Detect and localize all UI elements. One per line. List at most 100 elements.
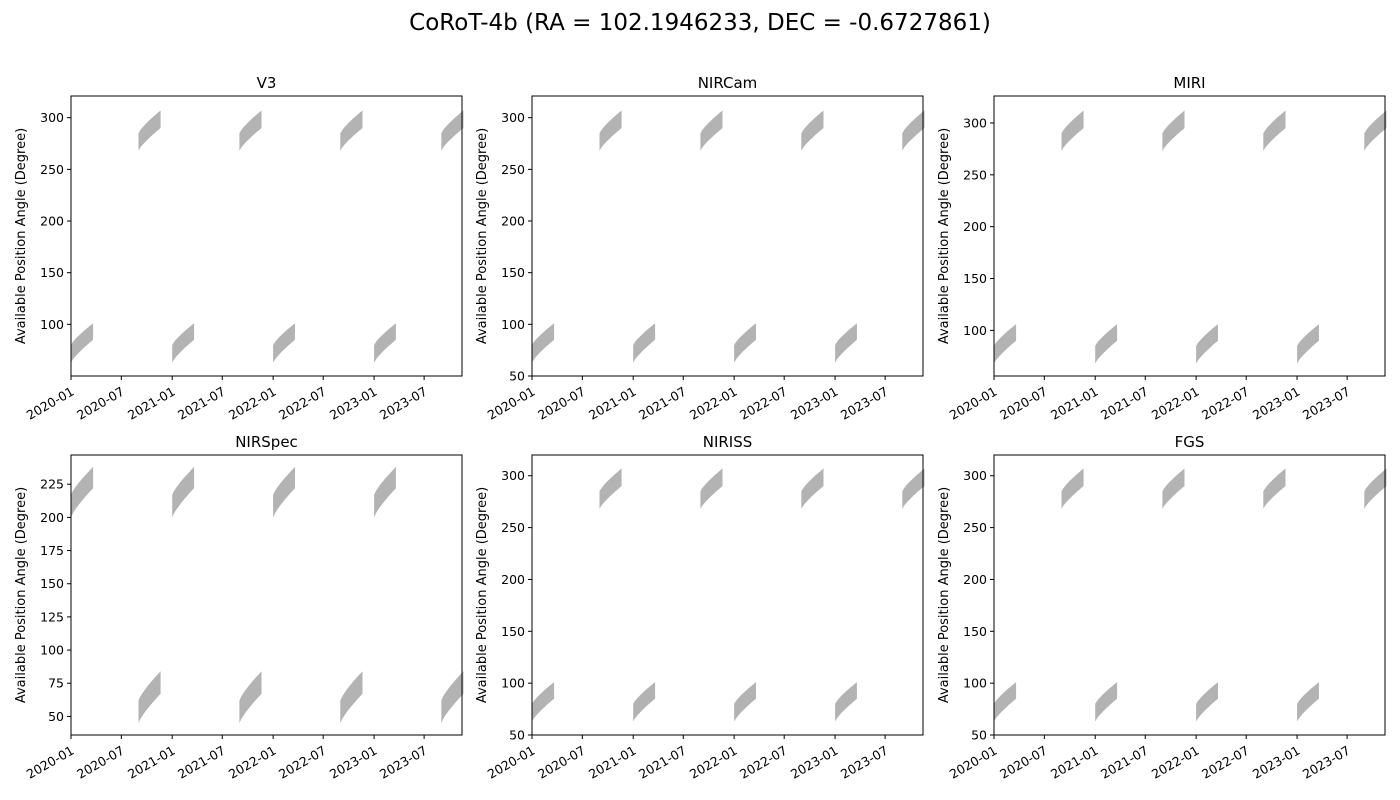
panel-nirspec: NIRSpec 50 75 100 125 150 175 200 225 2020-012020… — [14, 433, 464, 782]
x-tick-label: 2023-01 — [788, 384, 841, 423]
x-tick-label: 2023-01 — [1250, 743, 1303, 782]
visibility-window — [374, 466, 396, 518]
x-tick-label: 2021-01 — [586, 743, 639, 782]
panel-title: NIRSpec — [235, 433, 298, 451]
y-tick-label: 150 — [501, 624, 525, 639]
x-tick-label: 2021-07 — [636, 743, 689, 782]
visibility-window — [902, 110, 925, 151]
visibility-window — [172, 466, 195, 518]
y-axis-label: Available Position Angle (Degree) — [937, 128, 952, 344]
x-tick-label: 2023-07 — [1300, 743, 1353, 782]
visibility-window — [172, 323, 195, 363]
x-tick-label: 2022-07 — [276, 384, 329, 423]
visibility-window — [734, 323, 756, 363]
visibility-window — [71, 323, 94, 363]
x-tick-label: 2022-07 — [276, 743, 329, 782]
y-tick-label: 100 — [501, 676, 525, 691]
x-tick-label: 2021-07 — [636, 384, 689, 423]
y-tick-label: 100 — [501, 317, 525, 332]
plot-frame — [70, 454, 463, 736]
visibility-window — [239, 110, 262, 151]
y-tick-label: 100 — [40, 643, 64, 658]
visibility-window — [1297, 324, 1319, 364]
visibility-window — [902, 468, 925, 509]
visibility-window — [835, 323, 857, 363]
x-tick-label: 2020-07 — [997, 743, 1050, 782]
y-tick-label: 300 — [501, 468, 525, 483]
visibility-window — [1364, 468, 1387, 509]
visibility-window — [1095, 682, 1118, 722]
y-tick-label: 250 — [963, 520, 987, 535]
y-tick-label: 200 — [40, 214, 64, 229]
visibility-window — [441, 671, 464, 724]
x-tick-label: 2022-07 — [1199, 743, 1252, 782]
x-tick-label: 2020-01 — [947, 743, 1000, 782]
x-tick-label: 2022-07 — [1199, 384, 1252, 423]
visibility-window — [1364, 110, 1387, 151]
y-tick-label: 250 — [40, 162, 64, 177]
x-tick-label: 2023-01 — [327, 384, 380, 423]
visibility-window — [273, 466, 295, 518]
panel-v3: V31001502002503002020-012020-072021-0120… — [14, 74, 464, 423]
visibility-window — [1061, 110, 1084, 151]
visibility-window — [994, 324, 1017, 364]
y-tick-label: 50 — [509, 728, 525, 743]
visibility-window — [138, 671, 161, 724]
y-tick-label: 300 — [40, 110, 64, 125]
visibility-window — [633, 682, 656, 722]
y-axis-label: Available Position Angle (Degree) — [475, 487, 490, 703]
y-tick-label: 200 — [501, 214, 525, 229]
visibility-window — [532, 323, 555, 363]
visibility-window — [599, 110, 622, 151]
plot-frame — [531, 95, 924, 377]
y-axis-label: Available Position Angle (Degree) — [937, 487, 952, 703]
panel-title: NIRISS — [703, 433, 753, 451]
visibility-window — [994, 682, 1017, 722]
y-tick-label: 300 — [963, 468, 987, 483]
y-tick-label: 50 — [48, 709, 64, 724]
y-tick-label: 75 — [48, 676, 64, 691]
x-tick-label: 2023-01 — [1250, 384, 1303, 423]
visibility-window — [441, 110, 464, 151]
x-tick-label: 2023-07 — [377, 384, 430, 423]
panel-title: FGS — [1175, 433, 1205, 451]
x-tick-label: 2022-01 — [226, 743, 279, 782]
y-tick-label: 300 — [501, 110, 525, 125]
panel-title: NIRCam — [698, 74, 758, 92]
x-tick-label: 2020-07 — [997, 384, 1050, 423]
visibility-window — [138, 110, 161, 151]
y-axis-label: Available Position Angle (Degree) — [14, 487, 29, 703]
visibility-window — [801, 468, 824, 509]
y-tick-label: 100 — [40, 317, 64, 332]
x-tick-label: 2020-01 — [947, 384, 1000, 423]
visibility-window — [1061, 468, 1084, 509]
x-tick-label: 2021-07 — [175, 743, 228, 782]
y-tick-label: 125 — [40, 609, 64, 624]
visibility-window — [1196, 682, 1218, 722]
visibility-window — [835, 682, 857, 722]
x-tick-label: 2020-07 — [74, 384, 127, 423]
y-tick-label: 250 — [963, 167, 987, 182]
x-tick-label: 2022-01 — [687, 743, 740, 782]
plot-frame — [531, 454, 924, 736]
x-tick-label: 2020-01 — [24, 743, 77, 782]
visibility-window — [71, 466, 94, 518]
visibility-window — [1263, 110, 1286, 151]
visibility-window — [599, 468, 622, 509]
x-tick-label: 2023-07 — [838, 384, 891, 423]
x-tick-label: 2021-01 — [1048, 384, 1101, 423]
visibility-window — [532, 682, 555, 722]
x-tick-label: 2022-07 — [737, 743, 790, 782]
visibility-window — [1095, 324, 1118, 364]
x-tick-label: 2020-07 — [535, 743, 588, 782]
y-tick-label: 150 — [963, 624, 987, 639]
visibility-window — [340, 110, 363, 151]
x-tick-label: 2020-07 — [535, 384, 588, 423]
plot-frame — [70, 95, 463, 377]
visibility-window — [700, 110, 723, 151]
x-tick-label: 2021-07 — [175, 384, 228, 423]
x-tick-label: 2021-07 — [1098, 743, 1151, 782]
y-tick-label: 175 — [40, 543, 64, 558]
y-tick-label: 150 — [40, 576, 64, 591]
